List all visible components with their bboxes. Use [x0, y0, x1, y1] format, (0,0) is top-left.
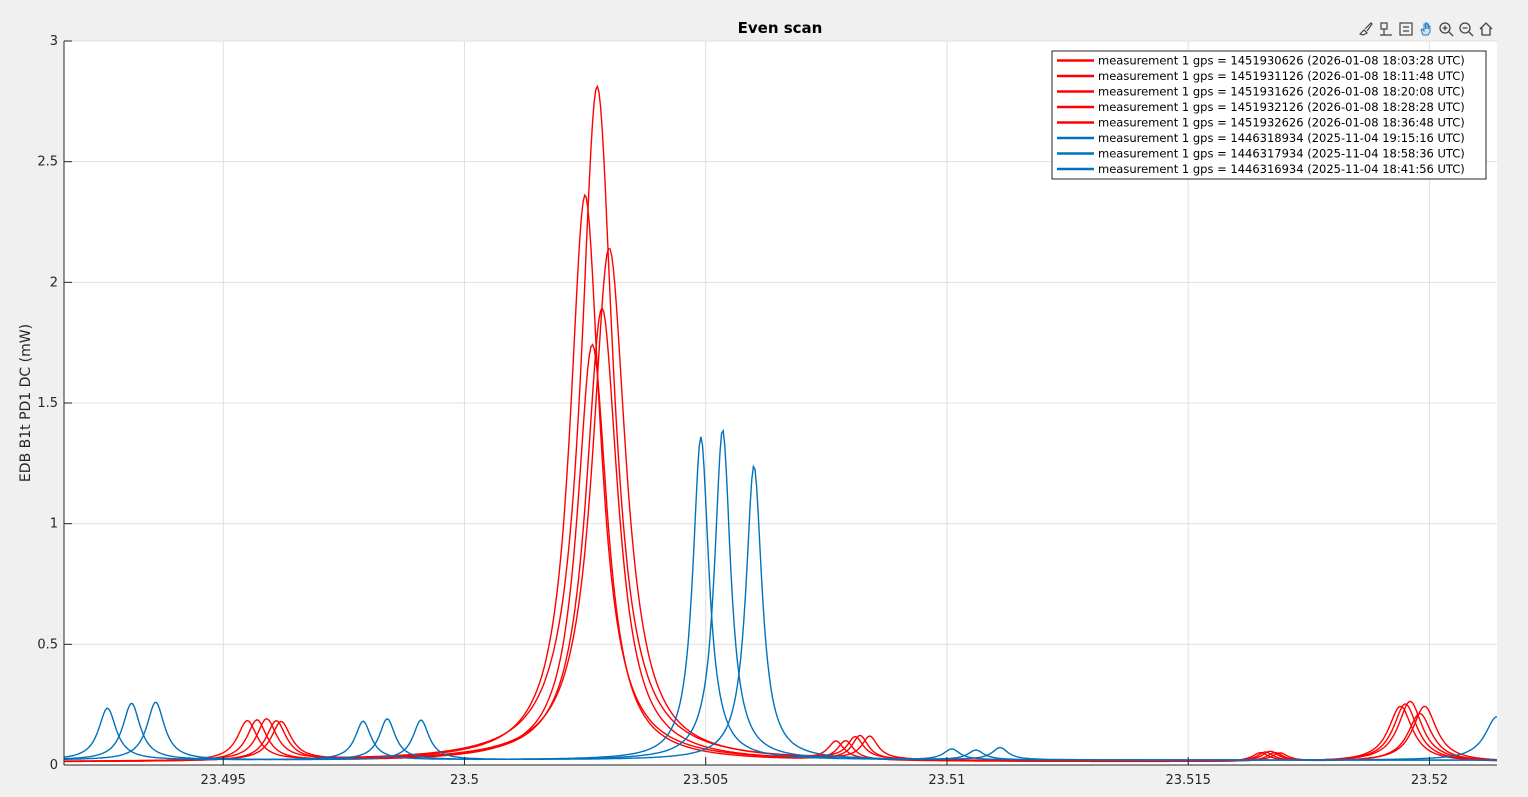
y-tick-label: 0	[50, 758, 58, 773]
y-tick-label: 1	[50, 517, 58, 532]
x-tick-label: 23.51	[928, 773, 965, 788]
legend-entry-label: measurement 1 gps = 1451931626 (2026-01-…	[1098, 85, 1465, 99]
chart-title: Even scan	[738, 19, 823, 37]
x-tick-label: 23.52	[1411, 773, 1448, 788]
x-tick-label: 23.5	[450, 773, 479, 788]
legend-entry-label: measurement 1 gps = 1446318934 (2025-11-…	[1098, 131, 1465, 145]
restore-view-icon[interactable]	[1396, 19, 1416, 39]
datatip-icon[interactable]	[1376, 19, 1396, 39]
zoom-in-icon[interactable]	[1436, 19, 1456, 39]
legend-entry-label: measurement 1 gps = 1446316934 (2025-11-…	[1098, 162, 1465, 176]
legend-entry-label: measurement 1 gps = 1451932126 (2026-01-…	[1098, 100, 1465, 114]
legend-entry-label: measurement 1 gps = 1451932626 (2026-01-…	[1098, 116, 1465, 130]
axes-toolbar	[1356, 19, 1496, 39]
x-tick-label: 23.495	[200, 773, 246, 788]
series-layer	[64, 84, 1497, 763]
zoom-out-icon[interactable]	[1456, 19, 1476, 39]
x-tick-label: 23.515	[1165, 773, 1211, 788]
brush-icon[interactable]	[1356, 19, 1376, 39]
home-icon[interactable]	[1476, 19, 1496, 39]
y-axis-label: EDB B1t PD1 DC (mW)	[18, 324, 34, 482]
legend-entry-label: measurement 1 gps = 1446317934 (2025-11-…	[1098, 147, 1465, 161]
pan-icon[interactable]	[1416, 19, 1436, 39]
y-tick-label: 2	[50, 275, 58, 290]
y-tick-label: 0.5	[37, 637, 58, 652]
y-tick-label: 2.5	[37, 155, 58, 170]
x-tick-label: 23.505	[683, 773, 729, 788]
series-line-2	[64, 343, 1497, 763]
series-line-8	[64, 464, 1497, 761]
legend-entry-label: measurement 1 gps = 1451930626 (2026-01-…	[1098, 54, 1465, 68]
axes-layer: 23.495 23.5 23.505 23.51 23.515 23.52 0 0.5 1 1.5…	[37, 34, 1497, 788]
legend-box	[1051, 50, 1487, 180]
legend-entry-label: measurement 1 gps = 1451931126 (2026-01-…	[1098, 69, 1465, 83]
legend[interactable]: measurement 1 gps = 1451930626 (2026-01-…	[1051, 50, 1487, 180]
y-tick-label: 3	[50, 34, 58, 49]
y-tick-label: 1.5	[37, 396, 58, 411]
